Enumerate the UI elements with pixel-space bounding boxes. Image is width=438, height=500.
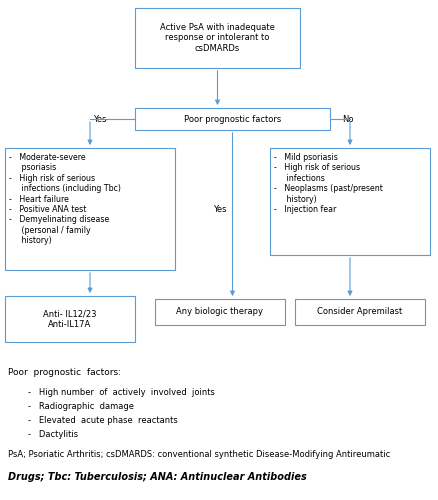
Text: Any biologic therapy: Any biologic therapy: [177, 308, 264, 316]
Bar: [135, 108, 330, 130]
Text: -   High number  of  actively  involved  joints: - High number of actively involved joint…: [28, 388, 215, 397]
Text: Poor  prognostic  factors:: Poor prognostic factors:: [8, 368, 121, 377]
Text: Drugs; Tbc: Tuberculosis; ANA: Antinuclear Antibodies: Drugs; Tbc: Tuberculosis; ANA: Antinucle…: [8, 472, 307, 482]
Text: Yes: Yes: [93, 116, 107, 124]
Bar: [270, 148, 430, 255]
Text: -   Radiographic  damage: - Radiographic damage: [28, 402, 134, 411]
Bar: [5, 296, 135, 342]
Text: Consider Apremilast: Consider Apremilast: [318, 308, 403, 316]
Bar: [5, 148, 175, 270]
Bar: [135, 8, 300, 68]
Text: -   Dactylitis: - Dactylitis: [28, 430, 78, 439]
Text: Active PsA with inadequate
response or intolerant to
csDMARDs: Active PsA with inadequate response or i…: [160, 23, 275, 53]
Text: -   Moderate-severe
     psoriasis
-   High risk of serious
     infections (inc: - Moderate-severe psoriasis - High risk …: [9, 153, 121, 245]
Text: Yes: Yes: [213, 206, 227, 214]
Text: Poor prognostic factors: Poor prognostic factors: [184, 114, 281, 124]
Text: -   Mild psoriasis
-   High risk of serious
     infections
-   Neoplasms (past/: - Mild psoriasis - High risk of serious …: [274, 153, 383, 214]
Bar: [295, 299, 425, 325]
Text: No: No: [342, 116, 354, 124]
Bar: [155, 299, 285, 325]
Text: Anti- IL12/23
Anti-IL17A: Anti- IL12/23 Anti-IL17A: [43, 310, 97, 328]
Text: PsA; Psoriatic Arthritis; csDMARDS: conventional synthetic Disease-Modifying Ant: PsA; Psoriatic Arthritis; csDMARDS: conv…: [8, 450, 390, 459]
Text: -   Elevated  acute phase  reactants: - Elevated acute phase reactants: [28, 416, 178, 425]
